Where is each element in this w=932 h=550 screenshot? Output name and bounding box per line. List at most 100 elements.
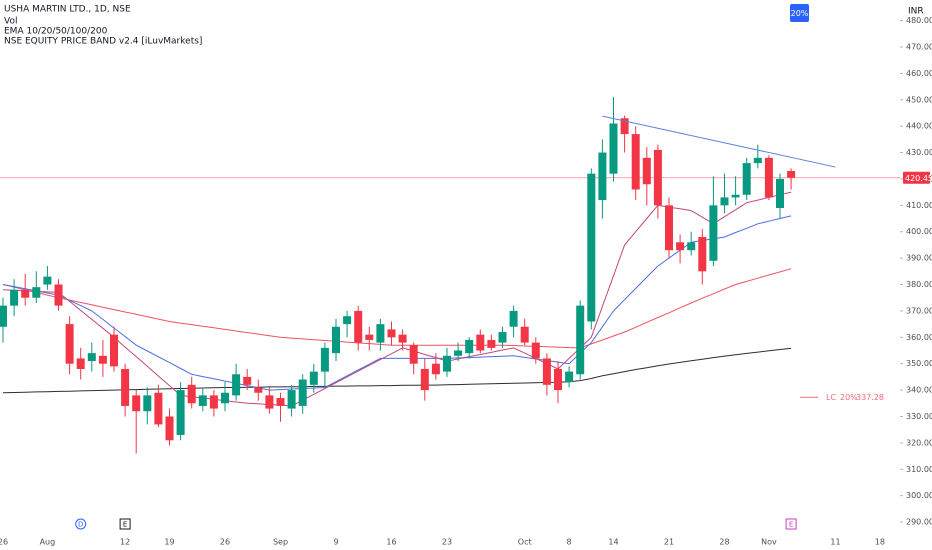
candle-body: [54, 284, 63, 306]
y-tick-label: 390.00: [906, 254, 932, 263]
candle-body: [731, 194, 740, 198]
candle-body: [787, 171, 796, 178]
candle-body: [753, 157, 762, 164]
candle-body: [21, 289, 30, 298]
candle-body: [221, 392, 229, 404]
badge: 20%: [791, 9, 809, 18]
event-marker: [75, 518, 87, 530]
x-tick-label: Nov: [761, 538, 777, 547]
x-tick-label: 26: [220, 538, 230, 547]
y-tick-label: 350.00: [906, 359, 932, 368]
candle-body: [376, 324, 385, 343]
x-tick-label: 8: [567, 538, 572, 547]
candle-body: [265, 395, 274, 409]
candle-body: [243, 376, 252, 385]
x-tick-label: 19: [164, 538, 174, 547]
candle-body: [332, 326, 340, 354]
indicator-label: EMA 10/20/50/100/200: [4, 27, 108, 37]
candle-body: [465, 339, 474, 354]
overlay: USHA MARTIN LTD., 1D, NSE Vol EMA 10/20/…: [4, 4, 924, 47]
candle-body: [698, 237, 707, 272]
x-tick-label: 12: [120, 538, 130, 547]
y-tick-label: 290.00: [906, 518, 932, 527]
candle-body: [720, 197, 729, 206]
x-tick-label: 9: [333, 538, 338, 547]
candle-body: [165, 416, 174, 441]
x-tick-label: Sep: [273, 538, 288, 547]
candle-body: [443, 355, 451, 372]
x-tick-label: 23: [442, 538, 452, 547]
candle-body: [565, 371, 574, 383]
candle-body: [209, 395, 218, 409]
candle-body: [298, 379, 307, 406]
event-label: E: [123, 521, 127, 529]
y-tick-label: 320.00: [906, 438, 932, 447]
candle-body: [32, 287, 41, 298]
ema-line: [2, 215, 792, 391]
candle-body: [176, 390, 185, 435]
y-tick-label: 460.00: [906, 69, 932, 78]
x-tick-label: Oct: [518, 538, 532, 547]
x-tick-label: 11: [830, 538, 840, 547]
y-tick-label: 410.00: [906, 201, 932, 210]
candle-body: [554, 368, 562, 391]
event-label: E: [789, 521, 793, 529]
y-tick-label: 300.00: [906, 491, 932, 500]
candle-body: [365, 334, 374, 340]
candle-body: [98, 355, 107, 364]
candle-body: [776, 178, 784, 208]
badge-bg: [790, 4, 809, 22]
y-tick-label: 440.00: [906, 122, 932, 131]
candle-body: [520, 326, 529, 343]
y-tick-label: 430.00: [906, 148, 932, 157]
candle-body: [476, 334, 485, 351]
y-tick-label: 400.00: [906, 227, 932, 236]
currency-label: INR: [908, 7, 924, 17]
x-tick-label: 26: [0, 538, 8, 547]
price-label: 420.45: [905, 174, 932, 183]
x-tick-label: 18: [875, 538, 885, 547]
candle-body: [43, 276, 52, 285]
event-label: D: [78, 521, 83, 529]
candle-body: [309, 371, 318, 385]
y-tick-label: 470.00: [906, 42, 932, 51]
candle-body: [76, 358, 85, 369]
y-tick-label: 370.00: [906, 306, 932, 315]
candle-body: [576, 305, 585, 375]
candle-body: [254, 387, 263, 393]
indicator-label: Vol: [4, 17, 17, 27]
candle-body: [320, 347, 329, 372]
y-tick-label: 480.00: [906, 16, 932, 25]
ema-line: [2, 347, 792, 394]
y-tick-label: 450.00: [906, 95, 932, 104]
event-marker: [785, 518, 797, 530]
candle-body: [742, 163, 751, 195]
price-label-bg: [903, 171, 930, 184]
candle-body: [676, 242, 685, 251]
lc-value: 337.28: [856, 393, 884, 402]
y-tick-label: 340.00: [906, 386, 932, 395]
candle-body: [687, 242, 696, 251]
candle-body: [276, 398, 285, 406]
x-tick-label: 14: [608, 538, 618, 547]
chart-title: USHA MARTIN LTD., 1D, NSE: [4, 5, 131, 15]
candle-body: [398, 334, 407, 343]
candle-body: [143, 395, 152, 412]
candle-body: [110, 334, 118, 367]
candle-body: [642, 157, 651, 185]
candle-body: [354, 310, 363, 343]
ema-line: [2, 268, 792, 349]
candle-body: [343, 316, 352, 325]
candle-body: [232, 374, 241, 396]
indicator-label: NSE EQUITY PRICE BAND v2.4 [iLuvMarkets]: [4, 37, 202, 47]
candle-body: [653, 149, 662, 206]
candle-body: [132, 395, 141, 412]
x-tick-label: 21: [664, 538, 674, 547]
y-tick-label: 310.00: [906, 465, 932, 474]
candle-body: [454, 350, 463, 356]
candle-body: [665, 205, 673, 251]
y-tick-label: 380.00: [906, 280, 932, 289]
candle-body: [487, 339, 496, 348]
candle-body: [431, 363, 440, 375]
